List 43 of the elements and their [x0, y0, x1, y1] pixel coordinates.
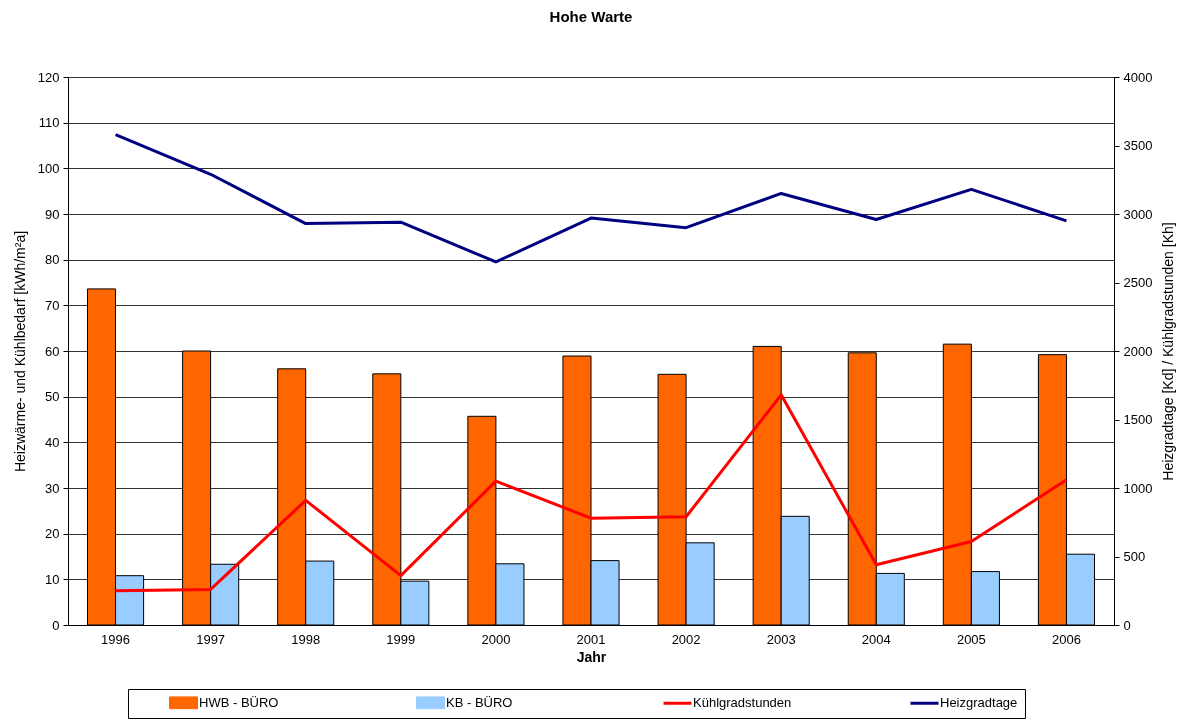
y2-axis-title: Heizgradtage [Kd] / Kühlgradstunden [Kh] — [1160, 222, 1177, 481]
x-tick-label: 2004 — [861, 631, 891, 647]
y2-tick-label: 1000 — [1123, 480, 1153, 496]
y2-tick-label: 0 — [1123, 617, 1131, 633]
y-tick-label: 100 — [37, 160, 60, 176]
y2-tick-label: 4000 — [1123, 69, 1153, 85]
x-tick-label: 2005 — [956, 631, 986, 647]
legend-label: KB - BÜRO — [446, 694, 513, 710]
y-tick-label: 120 — [37, 69, 60, 85]
legend-label: Kühlgradstunden — [693, 695, 792, 711]
y2-tick-label: 500 — [1123, 549, 1146, 564]
x-tick-label: 1999 — [386, 631, 416, 647]
y-tick-label: 70 — [45, 297, 60, 313]
y-tick-label: 40 — [45, 434, 60, 450]
x-tick-label: 2001 — [576, 631, 606, 647]
line-series — [114, 393, 1068, 593]
y-tick-label: 30 — [45, 480, 60, 496]
x-tick-label: 2006 — [1051, 631, 1081, 647]
y-tick-label: 50 — [45, 389, 60, 405]
y-tick-label: 60 — [45, 343, 60, 359]
x-tick-label: 1996 — [101, 631, 131, 647]
y-tick-label: 90 — [45, 206, 60, 222]
legend-label: Heizgradtage — [940, 695, 1018, 711]
y2-tick-label: 1500 — [1123, 412, 1153, 427]
legend-label: HWB - BÜRO — [199, 694, 279, 710]
chart-title: Hohe Warte — [549, 8, 633, 25]
y-tick-label: 0 — [52, 617, 60, 633]
x-tick-label: 1997 — [196, 631, 226, 647]
y-tick-label: 80 — [45, 252, 60, 268]
y-tick-label: 110 — [38, 115, 60, 131]
x-tick-label: 1998 — [291, 631, 321, 647]
x-axis-title: Jahr — [576, 648, 607, 665]
x-tick-label: 2002 — [671, 631, 701, 647]
line-series — [114, 133, 1068, 264]
x-tick-label: 2000 — [481, 631, 511, 647]
y2-tick-label: 2000 — [1123, 343, 1153, 359]
y-tick-label: 20 — [45, 526, 60, 542]
y2-tick-label: 3000 — [1123, 206, 1153, 222]
x-tick-label: 2003 — [766, 631, 796, 647]
y-axis-title: Heizwärme- und Kühlbedarf [kWh/m²a] — [11, 230, 28, 473]
y2-tick-label: 3500 — [1123, 138, 1153, 153]
y-tick-label: 10 — [45, 571, 60, 587]
y2-tick-label: 2500 — [1123, 275, 1153, 290]
